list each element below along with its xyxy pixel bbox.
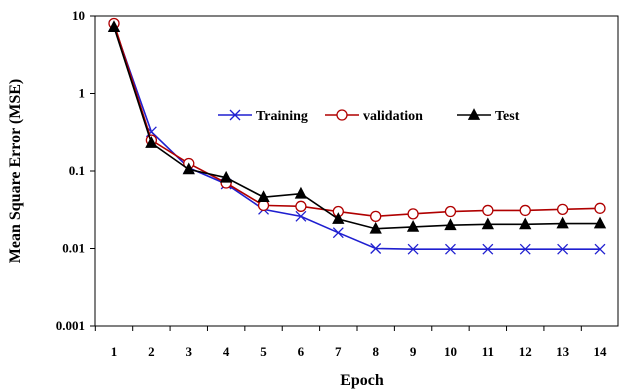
data-point <box>295 200 307 212</box>
x-tick-label: 14 <box>594 344 608 359</box>
marker-stroke <box>594 243 606 255</box>
series-training <box>108 20 606 255</box>
marker-stroke <box>332 227 344 239</box>
data-point <box>444 205 457 218</box>
marker-stroke <box>445 243 456 255</box>
series-line <box>113 26 600 230</box>
series-test <box>107 20 607 234</box>
data-point <box>556 216 569 229</box>
data-point <box>370 243 382 254</box>
series-line <box>113 23 601 218</box>
x-tick-label: 11 <box>482 344 494 359</box>
data-point <box>482 204 494 217</box>
legend-label: validation <box>363 109 423 124</box>
x-tick-label: 5 <box>260 344 267 359</box>
marker-stroke <box>295 210 307 222</box>
y-tick-label: 10 <box>72 8 85 23</box>
x-tick-label: 12 <box>519 344 532 359</box>
x-tick-label: 2 <box>148 344 155 359</box>
data-point <box>519 243 531 255</box>
x-tick-label: 8 <box>372 344 379 359</box>
plot-frame <box>94 15 619 327</box>
legend-marker <box>467 108 481 120</box>
data-point <box>407 208 419 220</box>
marker-stroke <box>407 243 419 255</box>
data-point <box>481 217 495 230</box>
data-point <box>332 212 345 224</box>
y-axis-title: Mean Square Error (MSE) <box>7 79 24 263</box>
data-point <box>482 243 494 255</box>
x-tick-label: 13 <box>556 344 570 359</box>
data-point <box>594 202 606 214</box>
data-point <box>257 190 270 203</box>
data-point <box>332 227 344 239</box>
marker-stroke <box>229 109 241 121</box>
x-tick-label: 9 <box>410 344 417 359</box>
marker-stroke <box>519 243 531 255</box>
legend-marker <box>229 109 241 121</box>
data-point <box>295 210 307 222</box>
x-tick-label: 7 <box>335 344 342 359</box>
x-axis-title: Epoch <box>340 372 384 389</box>
legend: Training validation Test <box>218 108 520 124</box>
legend-entry-validation: validation <box>325 109 423 124</box>
data-point <box>445 243 456 255</box>
data-point <box>182 162 195 175</box>
y-tick-label: 0.01 <box>62 241 85 256</box>
y-tick-label: 0.001 <box>56 318 85 333</box>
data-point <box>294 186 308 199</box>
data-point <box>557 243 569 255</box>
series-validation <box>108 17 606 222</box>
data-point <box>407 243 419 255</box>
x-tick-label: 3 <box>186 344 193 359</box>
y-tick-label: 0.1 <box>69 163 85 178</box>
marker-stroke <box>557 243 569 255</box>
legend-label: Test <box>495 109 520 124</box>
legend-entry-training: Training <box>218 109 308 124</box>
data-point <box>594 243 606 255</box>
data-point <box>145 136 158 148</box>
data-point <box>556 203 569 216</box>
marker-stroke <box>370 243 382 254</box>
data-point <box>519 217 532 230</box>
legend-label: Training <box>256 109 308 124</box>
x-tick-label: 4 <box>223 344 230 359</box>
legend-entry-test: Test <box>457 108 520 124</box>
data-point <box>219 170 233 183</box>
series-group <box>107 17 607 255</box>
x-tick-label: 10 <box>444 344 457 359</box>
data-point <box>369 221 382 234</box>
legend-marker <box>336 109 348 121</box>
marker-stroke <box>482 243 494 255</box>
data-point <box>444 218 457 231</box>
x-tick-label: 1 <box>111 344 118 359</box>
x-tick-label: 6 <box>298 344 305 359</box>
data-point <box>406 220 420 232</box>
data-point <box>519 204 531 217</box>
data-point <box>593 216 607 229</box>
y-tick-label: 1 <box>79 86 86 101</box>
data-point <box>107 20 121 32</box>
data-point <box>370 210 382 222</box>
